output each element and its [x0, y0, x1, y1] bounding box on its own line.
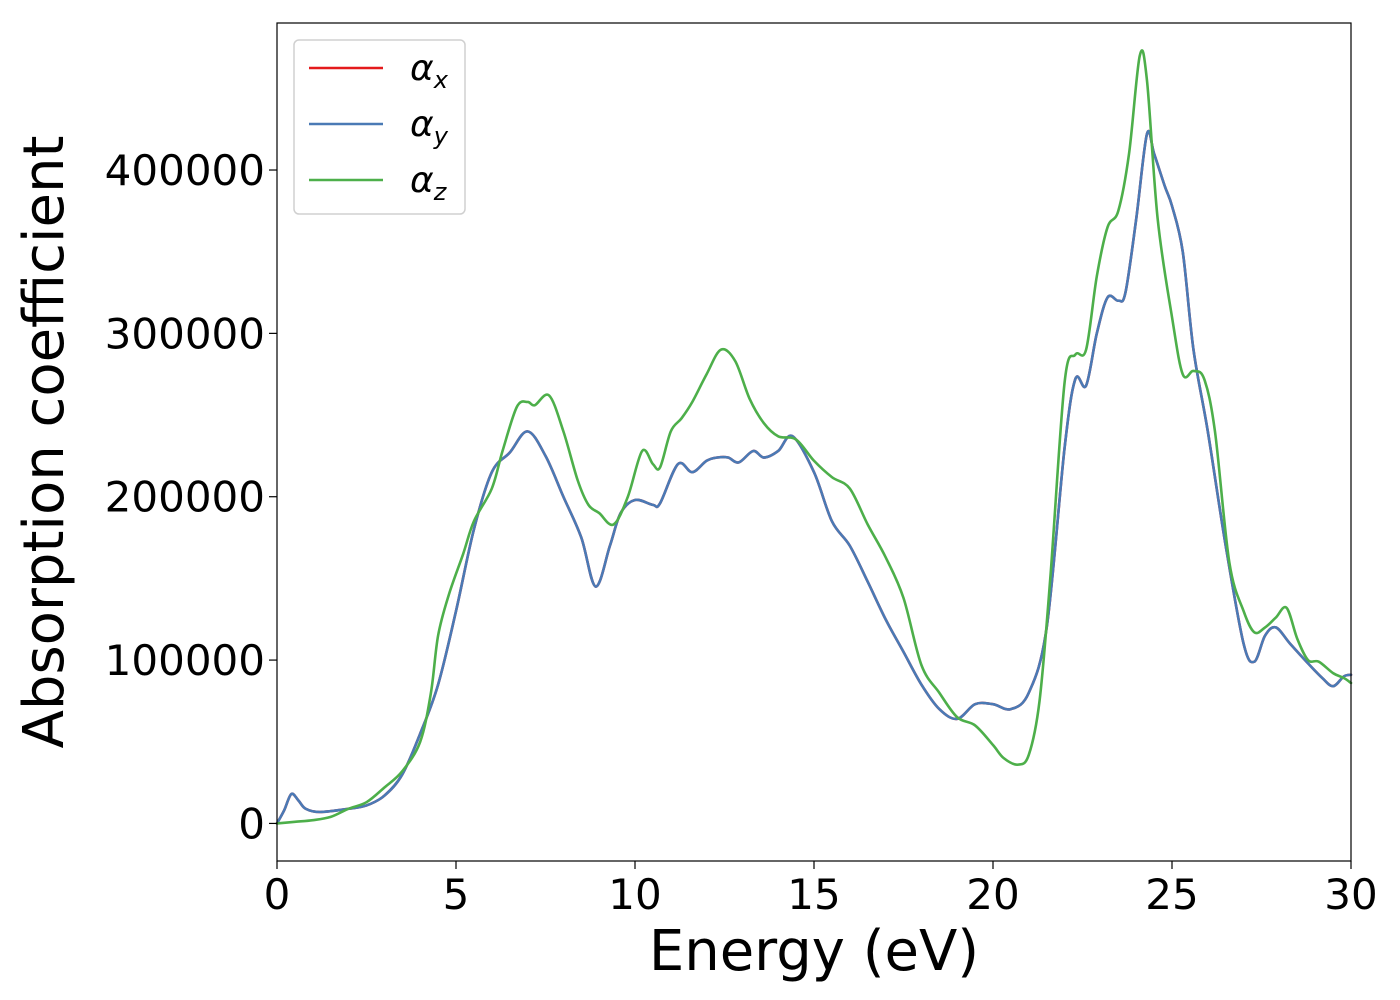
x-tick-label: 25 [1145, 870, 1198, 919]
tick-layer: 0 5 10 15 20 25 30 0 100000 200000 300000 400000 [105, 146, 1378, 919]
y-axis-title: Absorption coefficient [12, 136, 77, 749]
x-tick-label: 0 [264, 870, 291, 919]
legend-label-x: αx [410, 48, 449, 94]
y-tick-label: 0 [238, 799, 265, 848]
x-tick-label: 15 [787, 870, 840, 919]
x-tick-label: 10 [608, 870, 661, 919]
x-tick-label: 5 [443, 870, 470, 919]
x-tick-label: 30 [1324, 870, 1377, 919]
legend-box [293, 39, 466, 215]
x-axis-title: Energy (eV) [649, 919, 979, 984]
x-tick-label: 20 [966, 870, 1019, 919]
series-line-z [275, 49, 1353, 825]
plot-frame [276, 22, 1352, 862]
y-tick-label: 300000 [105, 309, 265, 358]
y-tick-label: 400000 [105, 146, 265, 195]
y-tick-label: 100000 [105, 636, 265, 685]
legend-items: αx αy αz [309, 48, 449, 206]
legend: αx αy αz [293, 39, 466, 215]
y-tick-label: 200000 [105, 473, 265, 522]
series-line-y [275, 130, 1353, 825]
legend-label-y: αy [410, 104, 449, 150]
series-layer [275, 49, 1353, 825]
legend-label-z: αz [410, 160, 448, 206]
